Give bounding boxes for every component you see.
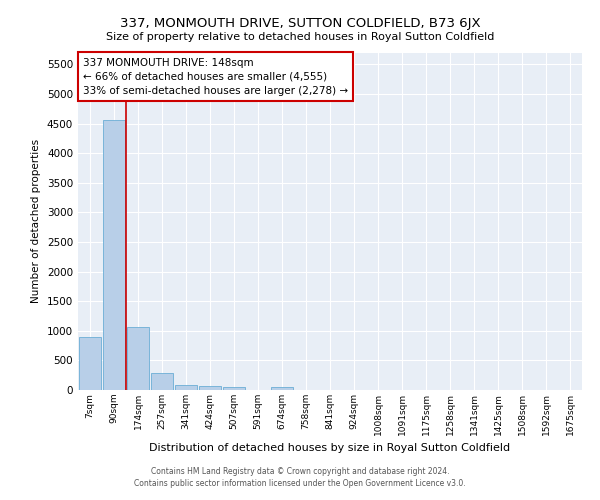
Bar (151, 374, 173, 390)
Bar (223, 387, 245, 390)
Bar (127, 327, 149, 390)
Bar (103, 120, 125, 390)
Bar (79, 336, 101, 390)
Text: Size of property relative to detached houses in Royal Sutton Coldfield: Size of property relative to detached ho… (106, 32, 494, 42)
Y-axis label: Number of detached properties: Number of detached properties (31, 139, 41, 304)
Bar (271, 387, 293, 390)
Bar (199, 386, 221, 390)
Text: 337 MONMOUTH DRIVE: 148sqm
← 66% of detached houses are smaller (4,555)
33% of s: 337 MONMOUTH DRIVE: 148sqm ← 66% of deta… (83, 58, 348, 96)
Text: Contains HM Land Registry data © Crown copyright and database right 2024.
Contai: Contains HM Land Registry data © Crown c… (134, 466, 466, 487)
Text: 337, MONMOUTH DRIVE, SUTTON COLDFIELD, B73 6JX: 337, MONMOUTH DRIVE, SUTTON COLDFIELD, B… (119, 18, 481, 30)
Bar (175, 385, 197, 390)
X-axis label: Distribution of detached houses by size in Royal Sutton Coldfield: Distribution of detached houses by size … (149, 443, 511, 453)
